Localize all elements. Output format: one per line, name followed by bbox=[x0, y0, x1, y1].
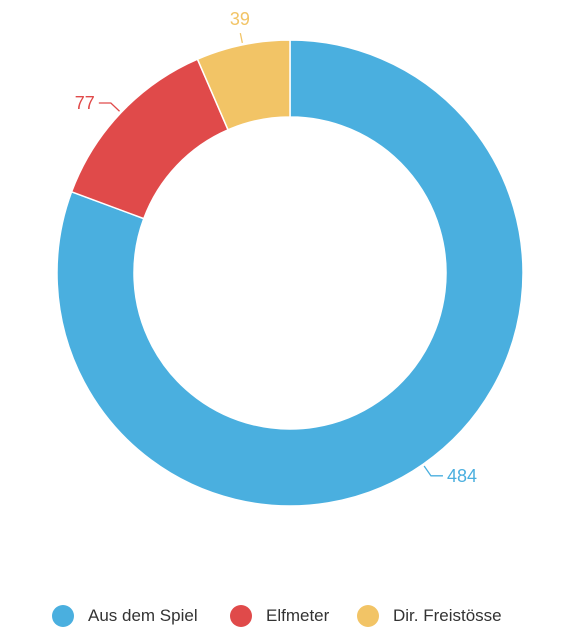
legend-label-dir-freistosse: Dir. Freistösse bbox=[393, 606, 502, 625]
data-label-dir-freistosse: 39 bbox=[230, 9, 250, 29]
legend-label-elfmeter: Elfmeter bbox=[266, 606, 330, 625]
legend-item-elfmeter[interactable]: Elfmeter bbox=[230, 596, 329, 636]
donut-slice-elfmeter[interactable] bbox=[70, 58, 230, 220]
chart-legend: Aus dem Spiel Elfmeter Dir. Freistösse bbox=[0, 596, 582, 636]
donut-slice-dir-freistosse[interactable] bbox=[196, 39, 291, 131]
legend-swatch-elfmeter bbox=[230, 605, 252, 627]
leader-line-aus-dem-spiel bbox=[423, 465, 443, 477]
legend-item-dir-freistosse[interactable]: Dir. Freistösse bbox=[357, 596, 502, 636]
leader-line-elfmeter bbox=[98, 102, 120, 112]
donut-slice-aus-dem-spiel[interactable] bbox=[56, 39, 524, 507]
data-label-elfmeter: 77 bbox=[75, 93, 95, 113]
legend-swatch-dir-freistosse bbox=[357, 605, 379, 627]
data-label-aus-dem-spiel: 484 bbox=[447, 466, 477, 486]
leader-line-dir-freistosse bbox=[239, 32, 243, 44]
legend-label-aus-dem-spiel: Aus dem Spiel bbox=[88, 606, 198, 625]
legend-swatch-aus-dem-spiel bbox=[52, 605, 74, 627]
legend-item-aus-dem-spiel[interactable]: Aus dem Spiel bbox=[52, 596, 198, 636]
